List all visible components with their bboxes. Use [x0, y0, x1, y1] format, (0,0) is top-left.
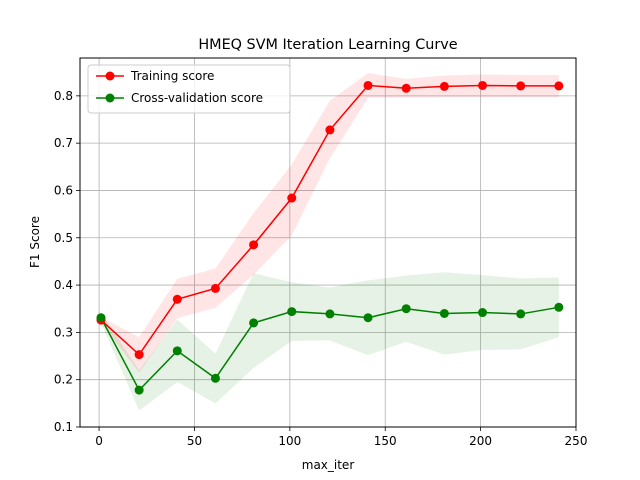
x-tick-label: 0: [95, 434, 103, 448]
axis-ticks: 0 50 100 150 200 250 0.1 0.2 0.3 0.4 0.5 0.6 0.7 0.8: [54, 89, 588, 448]
chart-title: HMEQ SVM Iteration Learning Curve: [198, 37, 457, 53]
series-1-point: [249, 318, 259, 328]
series-0-point: [478, 80, 488, 90]
legend-box: [87, 64, 291, 114]
series-points: [96, 80, 564, 395]
x-axis-label: max_iter: [302, 458, 355, 472]
legend-label: Cross-validation score: [131, 91, 263, 105]
series-1-point: [554, 302, 564, 312]
legend-marker: [105, 71, 115, 81]
series-0-point: [439, 81, 449, 91]
series-0-point: [134, 350, 144, 360]
series-1-point: [478, 308, 488, 318]
series-0-point: [325, 125, 335, 135]
plot-frame: [79, 57, 577, 428]
series-1-point: [210, 373, 220, 383]
legend-marker: [105, 93, 115, 103]
series-0-band: [100, 73, 559, 373]
y-tick-label: 0.3: [54, 325, 73, 339]
confidence-bands: [100, 73, 559, 411]
y-tick-label: 0.8: [54, 89, 73, 103]
series-0-point: [210, 283, 220, 293]
series-0-point: [554, 81, 564, 91]
series-0-point: [172, 294, 182, 304]
series-1-point: [516, 309, 526, 319]
y-tick-label: 0.1: [54, 420, 73, 434]
series-0-point: [363, 80, 373, 90]
series-1-point: [439, 308, 449, 318]
x-tick-label: 250: [565, 434, 588, 448]
x-tick-label: 150: [374, 434, 397, 448]
series-0-point: [249, 240, 259, 250]
series-1-point: [363, 313, 373, 323]
series-1-point: [325, 309, 335, 319]
legend-label: Training score: [130, 69, 214, 83]
y-tick-label: 0.2: [54, 373, 73, 387]
y-tick-label: 0.7: [54, 136, 73, 150]
series-1-point: [134, 385, 144, 395]
series-0-point: [401, 83, 411, 93]
x-tick-label: 50: [187, 434, 202, 448]
series-1-point: [172, 346, 182, 356]
y-tick-label: 0.4: [54, 278, 73, 292]
series-0-point: [516, 81, 526, 91]
series-0-point: [287, 193, 297, 203]
y-tick-label: 0.5: [54, 231, 73, 245]
y-tick-label: 0.6: [54, 183, 73, 197]
x-tick-label: 100: [278, 434, 301, 448]
series-1-point: [287, 307, 297, 317]
y-axis-label: F1 Score: [28, 216, 42, 268]
series-1-point: [401, 304, 411, 314]
x-tick-label: 200: [469, 434, 492, 448]
legend: Training score Cross-validation score: [87, 64, 291, 114]
series-1-point: [96, 313, 106, 323]
